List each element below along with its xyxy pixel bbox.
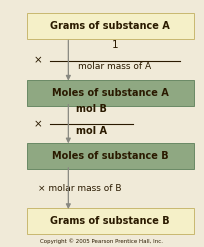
Text: ×: ×: [33, 119, 42, 129]
FancyBboxPatch shape: [27, 80, 194, 106]
Text: mol B: mol B: [76, 104, 107, 114]
Text: molar mass of A: molar mass of A: [78, 62, 151, 71]
Text: mol A: mol A: [76, 126, 107, 136]
Text: ×: ×: [33, 56, 42, 65]
Text: 1: 1: [111, 40, 118, 50]
Text: Grams of substance B: Grams of substance B: [50, 216, 170, 226]
FancyBboxPatch shape: [27, 208, 194, 234]
Text: Moles of substance A: Moles of substance A: [52, 88, 169, 98]
Text: × molar mass of B: × molar mass of B: [38, 184, 121, 193]
FancyBboxPatch shape: [27, 143, 194, 168]
Text: Grams of substance A: Grams of substance A: [50, 21, 170, 31]
Text: Moles of substance B: Moles of substance B: [52, 151, 169, 161]
FancyBboxPatch shape: [27, 13, 194, 39]
Text: Copyright © 2005 Pearson Prentice Hall, Inc.: Copyright © 2005 Pearson Prentice Hall, …: [41, 238, 163, 244]
